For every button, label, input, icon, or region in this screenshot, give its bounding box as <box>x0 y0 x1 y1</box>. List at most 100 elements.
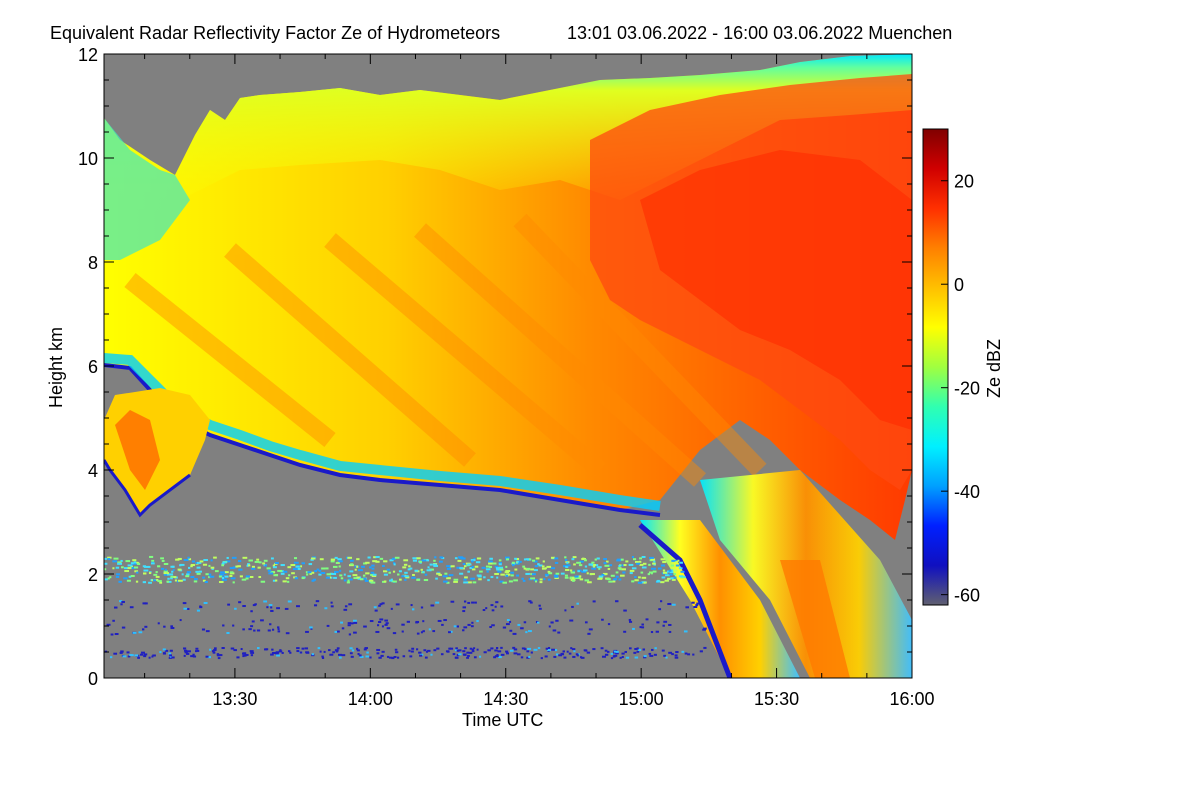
noise-dot <box>604 649 608 652</box>
noise-dot <box>260 619 264 622</box>
clutter-dot <box>657 567 662 570</box>
clutter-dot <box>610 574 615 577</box>
clutter-dot <box>532 559 536 562</box>
noise-dot <box>621 655 624 658</box>
noise-dot <box>566 650 569 653</box>
clutter-dot <box>254 560 260 563</box>
noise-dot <box>685 606 689 609</box>
noise-dot <box>615 652 619 655</box>
clutter-dot <box>389 579 393 582</box>
clutter-dot <box>179 564 182 567</box>
noise-dot <box>470 625 474 628</box>
clutter-dot <box>470 559 476 562</box>
noise-dot <box>564 609 567 612</box>
clutter-dot <box>475 561 481 564</box>
noise-dot <box>633 651 637 654</box>
clutter-dot <box>543 578 546 581</box>
noise-dot <box>139 653 144 656</box>
noise-dot <box>168 656 172 659</box>
noise-dot <box>615 650 619 653</box>
clutter-dot <box>544 567 547 570</box>
clutter-dot <box>356 565 359 568</box>
clutter-dot <box>433 564 438 567</box>
noise-dot <box>623 630 627 633</box>
clutter-dot <box>604 573 607 576</box>
clutter-dot <box>469 567 473 570</box>
noise-dot <box>358 654 362 657</box>
noise-dot <box>169 655 173 658</box>
noise-dot <box>276 654 280 657</box>
clutter-dot <box>152 579 157 582</box>
clutter-dot <box>554 561 559 564</box>
noise-dot <box>250 651 255 654</box>
noise-dot <box>448 631 451 634</box>
noise-dot <box>430 604 435 607</box>
noise-dot <box>464 647 467 650</box>
noise-dot <box>528 630 532 633</box>
clutter-dot <box>662 560 667 563</box>
noise-dot <box>462 629 465 632</box>
noise-dot <box>347 624 351 627</box>
clutter-dot <box>167 573 171 576</box>
noise-dot <box>169 649 173 652</box>
clutter-dot <box>478 578 482 581</box>
noise-dot <box>489 625 492 628</box>
noise-dot <box>311 653 314 656</box>
noise-dot <box>357 652 360 655</box>
clutter-dot <box>272 564 276 567</box>
clutter-dot <box>631 580 635 583</box>
fall-streaks <box>124 213 767 487</box>
clutter-dot <box>620 558 624 561</box>
clutter-dot <box>533 579 538 582</box>
noise-dot <box>375 630 380 633</box>
noise-dot <box>683 630 688 633</box>
clutter-dot <box>533 560 538 563</box>
clutter-dot <box>477 575 482 578</box>
clutter-dot <box>613 578 618 581</box>
clutter-dot <box>288 574 291 577</box>
noise-dot <box>520 656 524 659</box>
clutter-dot <box>518 560 522 563</box>
clutter-dot <box>622 571 626 574</box>
clutter-dot <box>144 565 149 568</box>
noise-dot <box>205 630 210 633</box>
noise-dot <box>336 647 340 650</box>
clutter-dot <box>612 580 616 583</box>
noise-dot <box>350 655 354 658</box>
clutter-dot <box>473 557 476 560</box>
clutter-dot <box>453 580 458 583</box>
noise-dot <box>621 652 625 655</box>
clutter-dot <box>641 566 647 569</box>
clutter-dot <box>187 558 192 561</box>
noise-dot <box>527 647 532 650</box>
noise-dot <box>563 656 567 659</box>
clutter-dot <box>270 557 274 560</box>
clutter-dot <box>363 562 368 565</box>
clutter-dot <box>343 573 346 576</box>
noise-dot <box>251 620 255 623</box>
y-axis-label: Height km <box>46 327 66 408</box>
clutter-dot <box>418 560 422 563</box>
noise-dot <box>222 624 225 627</box>
noise-dot <box>271 628 275 631</box>
clutter-dot <box>535 557 540 560</box>
clutter-dot <box>530 577 536 580</box>
colorbar-label: Ze dBZ <box>984 339 1004 398</box>
clutter-dot <box>629 569 635 572</box>
clutter-dot <box>368 579 374 582</box>
noise-dot <box>338 656 342 659</box>
noise-dot <box>509 620 512 623</box>
noise-dot <box>703 627 707 630</box>
noise-dot <box>463 600 467 603</box>
clutter-dot <box>186 571 191 574</box>
clutter-dot <box>513 579 518 582</box>
clutter-dot <box>550 567 556 570</box>
clutter-dot <box>392 570 396 573</box>
clutter-dot <box>268 572 273 575</box>
noise-dot <box>703 646 707 649</box>
noise-dot <box>301 647 305 650</box>
noise-dot <box>379 603 383 606</box>
noise-dot <box>425 650 429 653</box>
clutter-dot <box>143 569 149 572</box>
clutter-dot <box>128 575 132 578</box>
